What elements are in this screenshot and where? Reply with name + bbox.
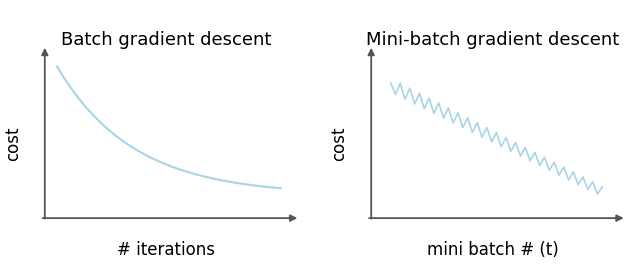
Text: # iterations: # iterations (117, 241, 216, 259)
Text: cost: cost (4, 127, 22, 161)
Text: cost: cost (331, 127, 349, 161)
Text: mini batch # (t): mini batch # (t) (427, 241, 559, 259)
Title: Batch gradient descent: Batch gradient descent (61, 31, 271, 49)
Title: Mini-batch gradient descent: Mini-batch gradient descent (366, 31, 620, 49)
